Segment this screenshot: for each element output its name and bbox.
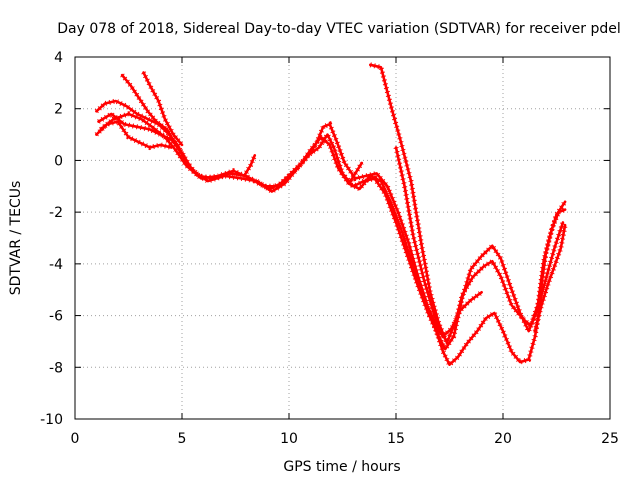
data-series-pass-5 <box>141 71 184 147</box>
x-tick-label: 20 <box>494 431 512 447</box>
y-tick-label: -4 <box>49 257 63 273</box>
data-series-pass-9 <box>532 223 568 333</box>
x-tick-label: 0 <box>71 431 80 447</box>
series-marks <box>346 161 364 186</box>
series-marks <box>141 71 184 147</box>
series-marks <box>369 62 450 345</box>
data-series-pass-8 <box>393 146 484 341</box>
series-marks <box>241 154 258 178</box>
series-trace <box>95 99 567 343</box>
data-series-pass-10 <box>241 154 258 178</box>
data-series-pass-1 <box>94 98 567 347</box>
x-tick-label: 15 <box>387 431 405 447</box>
series-trace <box>533 223 567 333</box>
data-series-pass-6 <box>94 118 173 151</box>
series-marks <box>94 118 172 151</box>
plot-frame <box>74 56 611 420</box>
x-tick-label: 10 <box>280 431 298 447</box>
series-trace <box>120 73 186 160</box>
y-tick-label: -8 <box>49 360 63 376</box>
y-tick-label: 4 <box>54 50 63 66</box>
chart-title: Day 078 of 2018, Sidereal Day-to-day VTE… <box>57 21 621 37</box>
series-trace <box>99 112 565 366</box>
series-layer <box>94 62 568 369</box>
data-series-pass-3 <box>99 111 566 369</box>
y-tick-label: -10 <box>40 412 63 428</box>
x-tick-label: 25 <box>601 431 619 447</box>
x-tick-label: 5 <box>178 431 187 447</box>
grid <box>75 57 610 419</box>
data-series-pass-2 <box>97 110 568 355</box>
y-tick-label: 2 <box>54 102 63 118</box>
data-series-pass-4 <box>120 73 187 160</box>
y-axis-label: SDTVAR / TECUs <box>8 181 24 296</box>
series-trace <box>97 112 567 351</box>
y-tick-label: 0 <box>54 153 63 169</box>
series-marks <box>393 146 484 341</box>
y-tick-label: -2 <box>49 205 63 221</box>
y-tick-label: -6 <box>49 309 63 325</box>
x-axis-label: GPS time / hours <box>283 459 400 475</box>
data-series-pass-7 <box>369 62 450 346</box>
data-series-pass-11 <box>346 161 364 186</box>
